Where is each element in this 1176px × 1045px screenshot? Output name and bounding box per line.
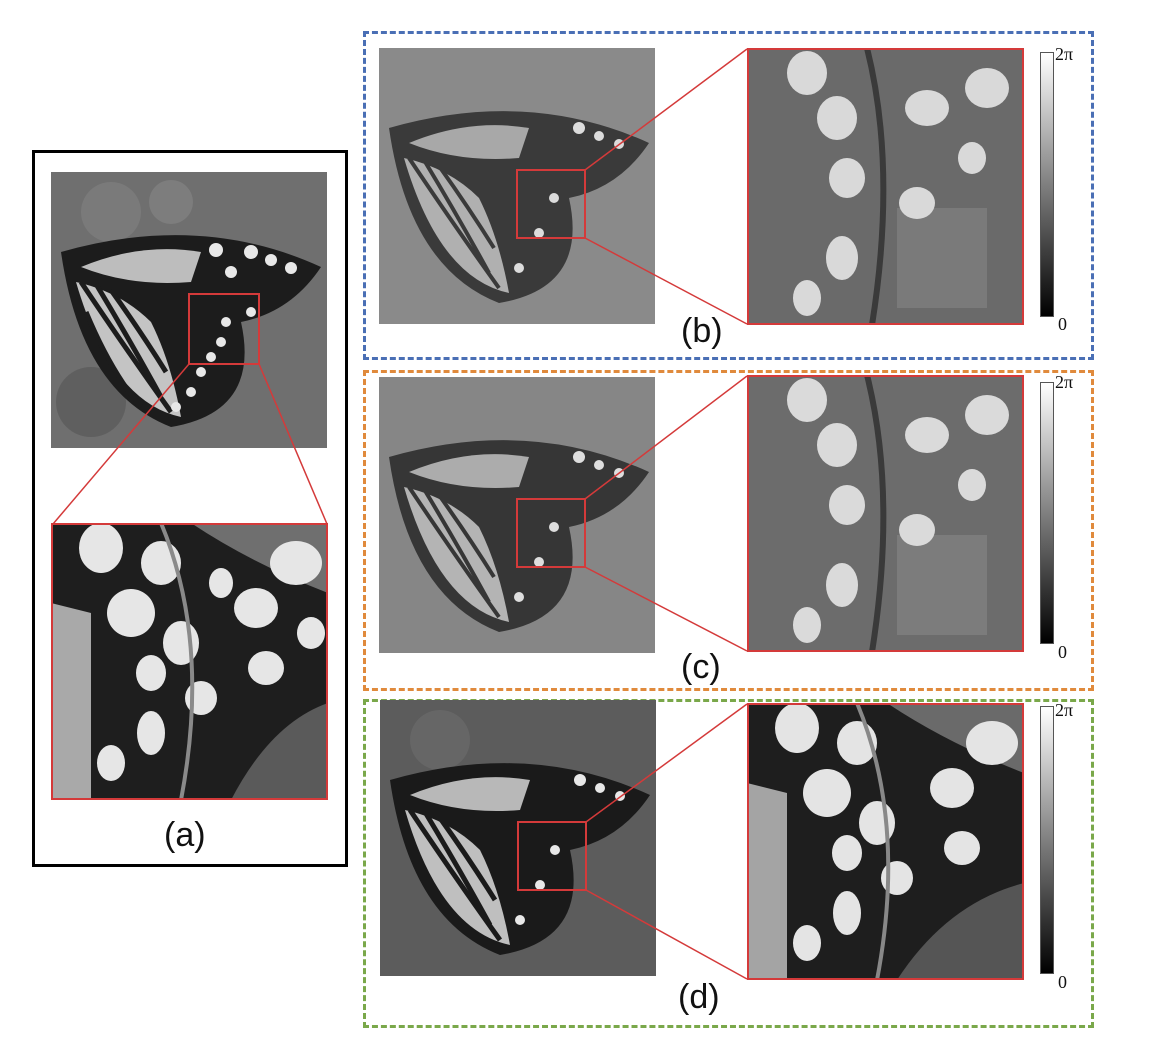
panel-c-reconstruction-image xyxy=(379,377,655,653)
panel-d-colorbar xyxy=(1040,706,1054,974)
panel-c-colorbar-bottom-label: 0 xyxy=(1058,642,1067,662)
panel-b-label: (b) xyxy=(681,312,723,350)
panel-c-colorbar-top-label: 2π xyxy=(1055,372,1074,392)
panel-c-colorbar xyxy=(1040,382,1054,644)
panel-a-frame xyxy=(32,150,348,867)
panel-c-label: (c) xyxy=(681,648,721,686)
panel-b-colorbar-top-label: 2π xyxy=(1055,44,1074,64)
panel-b-zoom-image xyxy=(747,48,1024,325)
panel-b-reconstruction-image xyxy=(379,48,655,324)
panel-a-zoom-image xyxy=(51,523,328,800)
panel-d-frame xyxy=(363,699,1094,1028)
panel-b-frame xyxy=(363,31,1094,360)
panel-b-colorbar-bottom-label: 0 xyxy=(1058,314,1067,334)
panel-d-reconstruction-image xyxy=(380,700,656,976)
panel-c-zoom-image xyxy=(747,375,1024,652)
panel-b-colorbar xyxy=(1040,52,1054,317)
panel-d-label: (d) xyxy=(678,978,720,1016)
panel-d-colorbar-bottom-label: 0 xyxy=(1058,972,1067,992)
panel-c-frame xyxy=(363,370,1094,691)
panel-d-colorbar-top-label: 2π xyxy=(1055,700,1074,720)
panel-d-zoom-image xyxy=(747,703,1024,980)
panel-a-butterfly-image xyxy=(51,172,327,448)
panel-a-label: (a) xyxy=(164,816,206,854)
